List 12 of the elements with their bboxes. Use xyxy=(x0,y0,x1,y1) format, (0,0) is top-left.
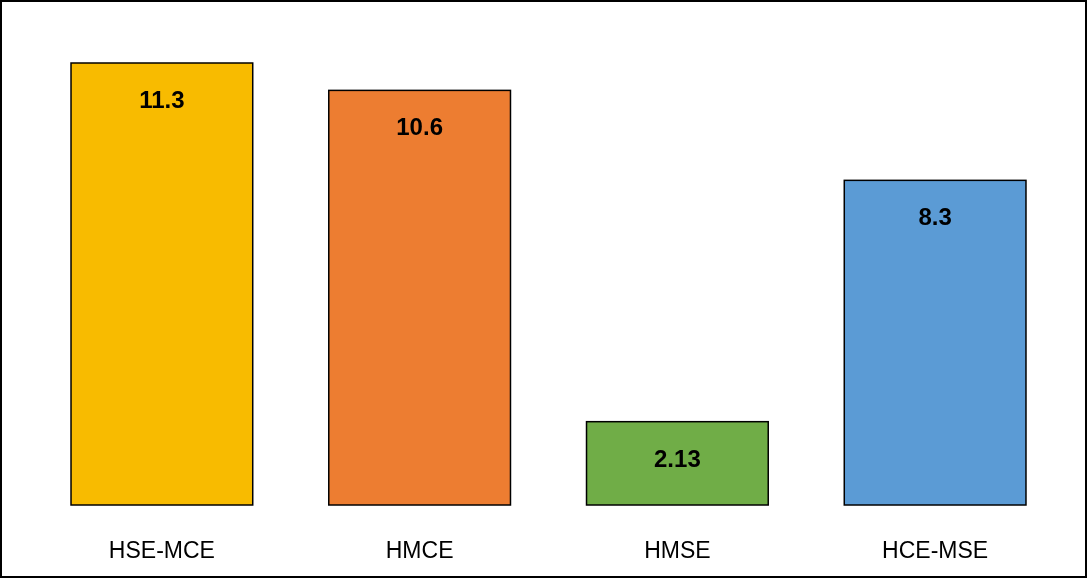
data-label: 8.3 xyxy=(918,203,952,231)
bar xyxy=(328,89,512,506)
bar xyxy=(843,179,1027,506)
x-tick-label: HCE-MSE xyxy=(882,537,989,563)
data-label: 10.6 xyxy=(396,113,443,141)
x-tick-label: HMSE xyxy=(644,537,711,563)
x-tick-label: HSE-MCE xyxy=(108,537,215,563)
data-label: 2.13 xyxy=(654,444,701,472)
x-tick-label: HMCE xyxy=(385,537,454,563)
bar xyxy=(70,62,254,506)
data-label: 11.3 xyxy=(139,86,185,113)
bar xyxy=(585,420,769,506)
